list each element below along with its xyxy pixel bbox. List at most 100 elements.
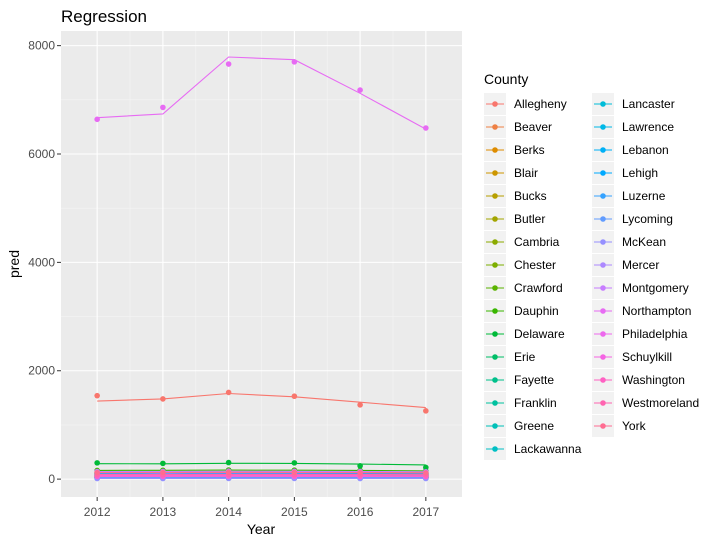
series-line-delaware xyxy=(97,462,426,466)
legend-item-westmoreland: Westmoreland xyxy=(592,392,699,414)
y-axis-ticks: 0 2000 4000 6000 8000 xyxy=(28,39,61,486)
legend-label: Lycoming xyxy=(622,212,673,226)
y-tick-label: 6000 xyxy=(28,147,55,161)
legend-key-point xyxy=(600,101,606,107)
point-allegheny xyxy=(160,396,166,402)
legend-key-point xyxy=(600,423,606,429)
legend-key-point xyxy=(600,147,606,153)
legend-label: Greene xyxy=(514,419,554,433)
legend-label: Northampton xyxy=(622,304,691,318)
legend-item-cambria: Cambria xyxy=(484,231,560,253)
legend-item-beaver: Beaver xyxy=(484,116,552,138)
legend-key-point xyxy=(492,446,498,452)
legend-item-blair: Blair xyxy=(484,162,538,184)
legend-label: Butler xyxy=(514,212,545,226)
point-allegheny xyxy=(225,389,232,396)
point-northampton xyxy=(357,87,363,93)
legend-label: Delaware xyxy=(514,327,565,341)
legend-key-point xyxy=(600,193,606,199)
legend-item-lehigh: Lehigh xyxy=(592,162,658,184)
legend-item-butler: Butler xyxy=(484,208,545,230)
legend-key-point xyxy=(600,216,606,222)
series-line-allegheny xyxy=(97,392,426,409)
legend-item-berks: Berks xyxy=(484,139,545,161)
x-tick-label: 2015 xyxy=(281,505,308,519)
legend-key-point xyxy=(600,308,606,314)
legend-label: Allegheny xyxy=(514,97,567,111)
series-york xyxy=(94,469,429,476)
legend-label: Dauphin xyxy=(514,304,559,318)
legend-key-point xyxy=(600,285,606,291)
legend-item-delaware: Delaware xyxy=(484,323,565,345)
point-allegheny xyxy=(94,392,100,399)
legend-label: Berks xyxy=(514,143,545,157)
series-delaware xyxy=(94,459,429,471)
legend: Allegheny Beaver Berks Blair Bucks Butler Camb… xyxy=(484,93,699,460)
legend-key-point xyxy=(600,239,606,245)
legend-key-point xyxy=(492,285,498,291)
point-york xyxy=(291,469,298,476)
legend-label: Bucks xyxy=(514,189,547,203)
legend-key-point xyxy=(492,377,498,383)
legend-label: Schuylkill xyxy=(622,350,672,364)
legend-key-point xyxy=(492,331,498,337)
grid-lines xyxy=(61,31,462,497)
series-line-northampton xyxy=(97,56,427,130)
series-line-dauphin xyxy=(97,469,426,472)
legend-label: Erie xyxy=(514,350,536,364)
series-northampton xyxy=(94,56,429,131)
legend-item-mckean: McKean xyxy=(592,231,666,253)
legend-item-greene: Greene xyxy=(484,415,554,437)
legend-key-point xyxy=(600,170,606,176)
legend-item-lycoming: Lycoming xyxy=(592,208,673,230)
x-tick-label: 2017 xyxy=(412,505,439,519)
legend-label: Washington xyxy=(622,373,685,387)
legend-key-point xyxy=(492,216,498,222)
legend-key-point xyxy=(600,400,606,406)
x-axis-ticks: 2012 2013 2014 2015 2016 2017 xyxy=(84,497,440,519)
legend-key-point xyxy=(492,193,498,199)
y-tick-label: 0 xyxy=(48,472,55,486)
legend-key-point xyxy=(600,377,606,383)
series-line-montgomery xyxy=(97,470,426,473)
x-tick-label: 2013 xyxy=(150,505,177,519)
legend-label: McKean xyxy=(622,235,666,249)
legend-key-point xyxy=(492,170,498,176)
legend-key-point xyxy=(492,101,498,107)
x-tick-label: 2014 xyxy=(215,505,242,519)
legend-item-luzerne: Luzerne xyxy=(592,185,666,207)
legend-label: Blair xyxy=(514,166,538,180)
legend-label: Mercer xyxy=(622,258,659,272)
legend-item-northampton: Northampton xyxy=(592,300,691,322)
legend-title: County xyxy=(484,71,528,87)
point-york xyxy=(357,469,363,476)
point-northampton xyxy=(94,116,100,123)
legend-key-point xyxy=(492,147,498,153)
point-delaware xyxy=(291,460,298,466)
legend-key-point xyxy=(492,423,498,429)
x-tick-label: 2016 xyxy=(347,505,374,519)
legend-label: Fayette xyxy=(514,373,554,387)
legend-label: Chester xyxy=(514,258,556,272)
legend-label: Lawrence xyxy=(622,120,674,134)
legend-label: Lackawanna xyxy=(514,442,582,456)
point-allegheny xyxy=(423,408,429,414)
legend-item-franklin: Franklin xyxy=(484,392,557,414)
legend-key-point xyxy=(600,331,606,337)
series-allegheny xyxy=(94,389,429,414)
y-tick-label: 2000 xyxy=(28,364,55,378)
legend-item-york: York xyxy=(592,415,647,437)
legend-key-point xyxy=(492,124,498,130)
legend-item-erie: Erie xyxy=(484,346,536,368)
legend-label: Lebanon xyxy=(622,143,669,157)
point-york xyxy=(94,469,100,476)
legend-label: Cambria xyxy=(514,235,560,249)
legend-key-point xyxy=(600,262,606,268)
legend-label: Philadelphia xyxy=(622,327,688,341)
point-delaware xyxy=(225,459,232,466)
legend-item-bucks: Bucks xyxy=(484,185,547,207)
legend-item-chester: Chester xyxy=(484,254,556,276)
y-tick-label: 8000 xyxy=(28,39,55,53)
point-delaware xyxy=(160,460,166,467)
legend-item-crawford: Crawford xyxy=(484,277,563,299)
